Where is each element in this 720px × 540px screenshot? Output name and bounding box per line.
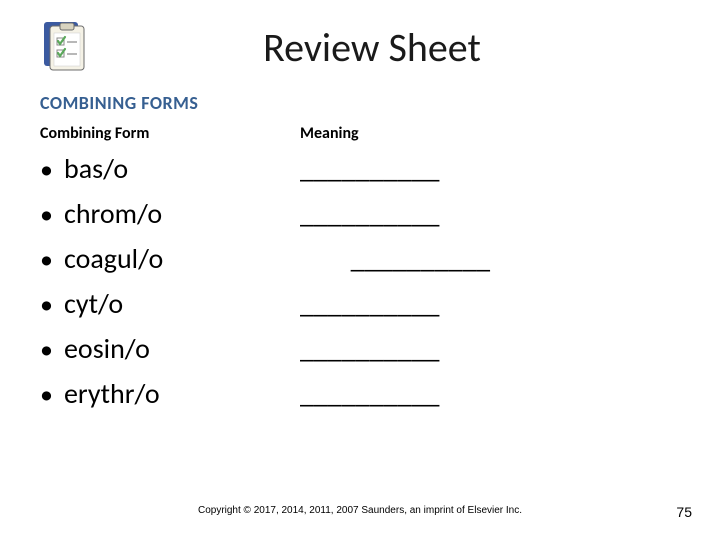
bullet-icon: •	[40, 246, 64, 272]
meaning-blank: __________	[300, 241, 490, 276]
column-header-meaning: Meaning	[300, 124, 680, 143]
combining-form-term: bas/o	[64, 151, 300, 186]
meaning-blank: __________	[300, 151, 439, 186]
table-row: • bas/o __________	[40, 151, 680, 186]
page-number: 75	[676, 504, 692, 520]
table-row: • eosin/o __________	[40, 331, 680, 366]
table-row: • chrom/o __________	[40, 196, 680, 231]
table-row: • erythr/o __________	[40, 376, 680, 411]
combining-form-term: coagul/o	[64, 241, 300, 276]
table-row: • coagul/o __________	[40, 241, 680, 276]
section-label: COMBINING FORMS	[40, 92, 680, 114]
column-header-form: Combining Form	[40, 124, 300, 143]
slide: Review Sheet COMBINING FORMS Combining F…	[0, 0, 720, 540]
bullet-icon: •	[40, 201, 64, 227]
page-title: Review Sheet	[124, 23, 680, 72]
table-row: • cyt/o __________	[40, 286, 680, 321]
combining-form-term: erythr/o	[64, 376, 300, 411]
bullet-icon: •	[40, 336, 64, 362]
combining-form-term: chrom/o	[64, 196, 300, 231]
combining-form-term: cyt/o	[64, 286, 300, 321]
table-body: • bas/o __________ • chrom/o __________ …	[40, 151, 680, 411]
meaning-blank: __________	[300, 331, 439, 366]
header: Review Sheet	[40, 20, 680, 74]
table-header-row: Combining Form Meaning	[40, 124, 680, 143]
meaning-blank: __________	[300, 196, 439, 231]
bullet-icon: •	[40, 291, 64, 317]
combining-form-term: eosin/o	[64, 331, 300, 366]
checklist-clipboard-icon	[40, 20, 94, 74]
bullet-icon: •	[40, 381, 64, 407]
bullet-icon: •	[40, 156, 64, 182]
meaning-blank: __________	[300, 286, 439, 321]
meaning-blank: __________	[300, 376, 439, 411]
copyright-footer: Copyright © 2017, 2014, 2011, 2007 Saund…	[0, 505, 720, 516]
